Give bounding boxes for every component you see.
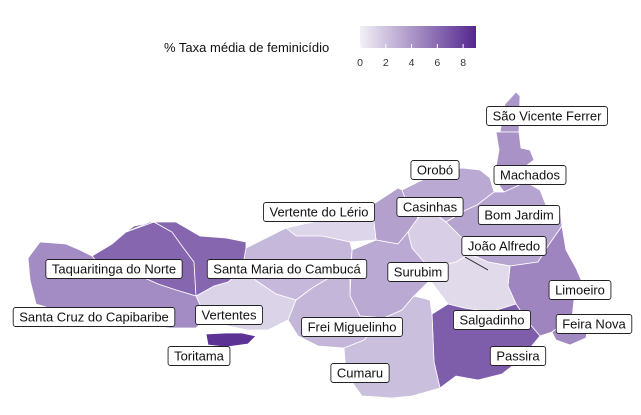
map-label-text: Surubim [394,265,442,280]
map-label-box [12,307,176,327]
map-label: Santa Cruz do Capibaribe [12,307,176,327]
legend-tick-label: 6 [434,57,440,69]
map-label-box [206,259,368,279]
legend-title: % Taxa média de feminicídio [164,40,329,55]
map-label-box [453,310,531,330]
map-label-text: Casinhas [403,200,458,215]
map-label: Santa Maria do Cambucá [206,259,368,279]
map-label-text: Feira Nova [562,317,626,332]
map-label-text: Limoeiro [555,283,605,298]
map-labels: São Vicente Ferrer Orobó Machados Vertente … [12,106,633,383]
map-label-box [45,259,183,279]
legend-tick-label: 8 [460,57,466,69]
legend-tick-label: 4 [409,57,415,69]
map-label-text: Bom Jardim [484,208,553,223]
map-label-box [555,314,633,334]
map-label-box [493,165,567,185]
legend-ticks: 0 2 4 6 8 [357,44,466,69]
map-label: Salgadinho [453,310,531,330]
map-label-text: Orobó [417,163,453,178]
map-label: Machados [493,165,567,185]
map-label-box [461,236,547,256]
legend-tick-label: 2 [383,57,389,69]
map-label: Limoeiro [548,280,612,300]
region-toritama [205,332,257,348]
map-label: Feira Nova [555,314,633,334]
map-label-text: Salgadinho [459,313,524,328]
map-label: Passira [489,346,547,366]
map-label-box [167,346,231,366]
map-label-text: São Vicente Ferrer [493,109,603,124]
map-label: Surubim [387,262,449,282]
map-label-box [477,205,561,225]
map-label: Frei Miguelinho [301,317,403,337]
map-label-box [486,106,608,126]
map-label-box [195,305,263,325]
map-label-box [387,262,449,282]
map-label-text: Cumaru [337,366,383,381]
legend-tick-label: 0 [357,57,363,69]
map-label: Toritama [167,346,231,366]
map-label-box [548,280,612,300]
map-label: Vertentes [195,305,263,325]
map-label: São Vicente Ferrer [486,106,608,126]
label-leader-line [464,256,489,271]
map-label: Casinhas [396,197,464,217]
map-label-box [301,317,403,337]
map-label-box [396,197,464,217]
map-label: Vertente do Lério [263,202,375,222]
map-label-box [330,363,390,383]
legend: % Taxa média de feminicídio 0 2 4 6 8 [164,26,476,69]
map-label: Orobó [410,160,460,180]
map-label-text: Santa Cruz do Capibaribe [19,310,169,325]
map-label: Taquaritinga do Norte [45,259,183,279]
map-label: Cumaru [330,363,390,383]
map-label-box [263,202,375,222]
map-label-text: Santa Maria do Cambucá [213,262,361,277]
map-label-text: Taquaritinga do Norte [52,262,176,277]
legend-colorbar [360,26,476,48]
map-label: Bom Jardim [477,205,561,225]
map-label-text: Passira [496,349,540,364]
map-label-box [489,346,547,366]
map-label-box [410,160,460,180]
map-label-text: Vertente do Lério [269,205,368,220]
map-label-text: João Alfredo [468,239,540,254]
map-label-text: Machados [500,168,560,183]
map-label: João Alfredo [461,236,547,256]
map-label-text: Vertentes [202,308,257,323]
map-label-text: Frei Miguelinho [308,320,397,335]
map-label-text: Toritama [174,349,225,364]
